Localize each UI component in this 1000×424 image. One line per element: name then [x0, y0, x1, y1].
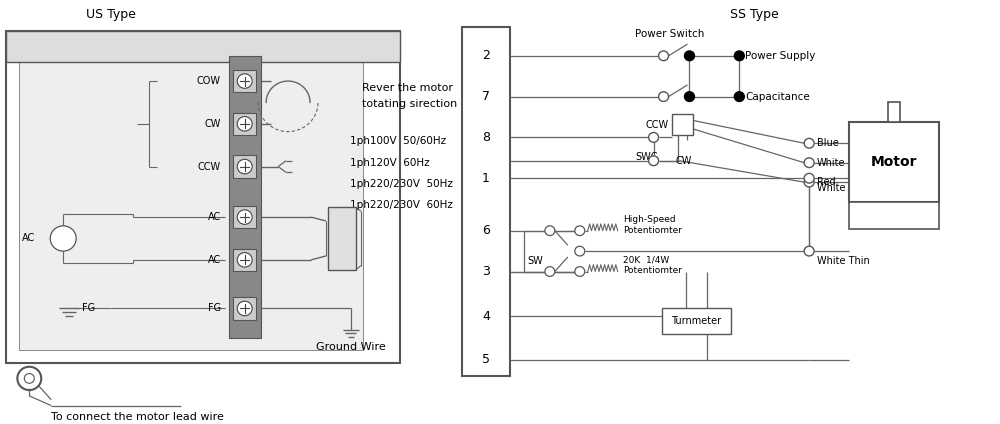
Text: CW: CW: [676, 156, 692, 166]
Circle shape: [684, 92, 694, 101]
Text: FG: FG: [82, 304, 95, 313]
Text: 1ph220/230V  50Hz: 1ph220/230V 50Hz: [350, 179, 453, 189]
Circle shape: [17, 367, 41, 390]
Circle shape: [804, 173, 814, 183]
Text: Power Switch: Power Switch: [635, 29, 704, 39]
Text: Rever the motor: Rever the motor: [362, 83, 453, 93]
Text: 3: 3: [482, 265, 490, 278]
Circle shape: [545, 226, 555, 236]
Bar: [233, 206, 256, 228]
Bar: [229, 56, 261, 338]
Text: SW: SW: [527, 256, 543, 266]
Text: SWC: SWC: [635, 152, 658, 162]
Bar: [233, 70, 256, 92]
Circle shape: [237, 159, 252, 174]
Text: 1ph220/230V  60Hz: 1ph220/230V 60Hz: [350, 201, 453, 210]
Circle shape: [684, 51, 694, 61]
Text: Motor: Motor: [871, 155, 917, 169]
Text: AC: AC: [208, 255, 221, 265]
Text: 20K  1/4W
Potentiomter: 20K 1/4W Potentiomter: [623, 256, 682, 275]
Circle shape: [50, 226, 76, 251]
Text: 6: 6: [482, 224, 490, 237]
Bar: [888, 103, 900, 122]
Bar: [233, 249, 256, 271]
Circle shape: [649, 156, 659, 166]
Circle shape: [649, 133, 659, 142]
Text: Turnmeter: Turnmeter: [671, 316, 722, 326]
Text: Power Supply: Power Supply: [745, 51, 816, 61]
Circle shape: [659, 92, 669, 101]
Circle shape: [575, 226, 585, 236]
Circle shape: [575, 246, 585, 256]
Text: 4: 4: [482, 310, 490, 323]
Bar: [233, 156, 256, 178]
Text: AC: AC: [22, 234, 35, 243]
Circle shape: [237, 74, 252, 88]
Circle shape: [237, 253, 252, 267]
Text: Capacitance: Capacitance: [745, 92, 810, 102]
Text: CCW: CCW: [198, 162, 221, 172]
Circle shape: [804, 177, 814, 187]
Bar: [849, 122, 939, 201]
Text: High-Speed
Potentiomter: High-Speed Potentiomter: [623, 215, 682, 234]
Circle shape: [545, 267, 555, 276]
Circle shape: [804, 158, 814, 167]
Bar: [662, 308, 731, 334]
Text: To connect the motor lead wire: To connect the motor lead wire: [51, 413, 224, 422]
Text: Red: Red: [817, 177, 836, 187]
Text: totating sirection: totating sirection: [362, 99, 458, 109]
Bar: [19, 44, 363, 350]
Text: 1: 1: [482, 172, 490, 185]
Text: US Type: US Type: [86, 8, 136, 22]
Bar: [233, 113, 256, 135]
Circle shape: [734, 92, 744, 101]
Bar: [6, 31, 400, 363]
Bar: [6, 31, 400, 61]
Text: 1ph120V  60Hz: 1ph120V 60Hz: [350, 158, 430, 167]
Text: Ground Wire: Ground Wire: [316, 343, 386, 352]
Text: FG: FG: [208, 304, 221, 313]
Text: AC: AC: [208, 212, 221, 222]
Text: White: White: [817, 158, 846, 167]
Text: COW: COW: [197, 76, 221, 86]
Circle shape: [804, 138, 814, 148]
Circle shape: [237, 301, 252, 316]
Text: 2: 2: [482, 49, 490, 62]
Circle shape: [237, 117, 252, 131]
Text: 5: 5: [482, 354, 490, 366]
Circle shape: [734, 51, 744, 61]
Circle shape: [804, 246, 814, 256]
Circle shape: [24, 374, 34, 383]
Text: White Thin: White Thin: [817, 183, 870, 193]
Bar: [233, 297, 256, 320]
Circle shape: [237, 210, 252, 224]
Text: 7: 7: [482, 90, 490, 103]
Bar: [462, 27, 510, 377]
Circle shape: [659, 51, 669, 61]
Bar: [328, 207, 356, 270]
Text: 1ph100V  50/60Hz: 1ph100V 50/60Hz: [350, 136, 447, 146]
Text: CW: CW: [204, 119, 221, 129]
Bar: [672, 114, 693, 136]
Text: ~: ~: [59, 234, 68, 245]
Bar: [849, 201, 939, 229]
Text: White Thin: White Thin: [817, 256, 870, 266]
Text: 8: 8: [482, 131, 490, 144]
Text: CCW: CCW: [645, 120, 669, 130]
Circle shape: [575, 267, 585, 276]
Text: SS Type: SS Type: [730, 8, 779, 22]
Text: Blue: Blue: [817, 138, 839, 148]
